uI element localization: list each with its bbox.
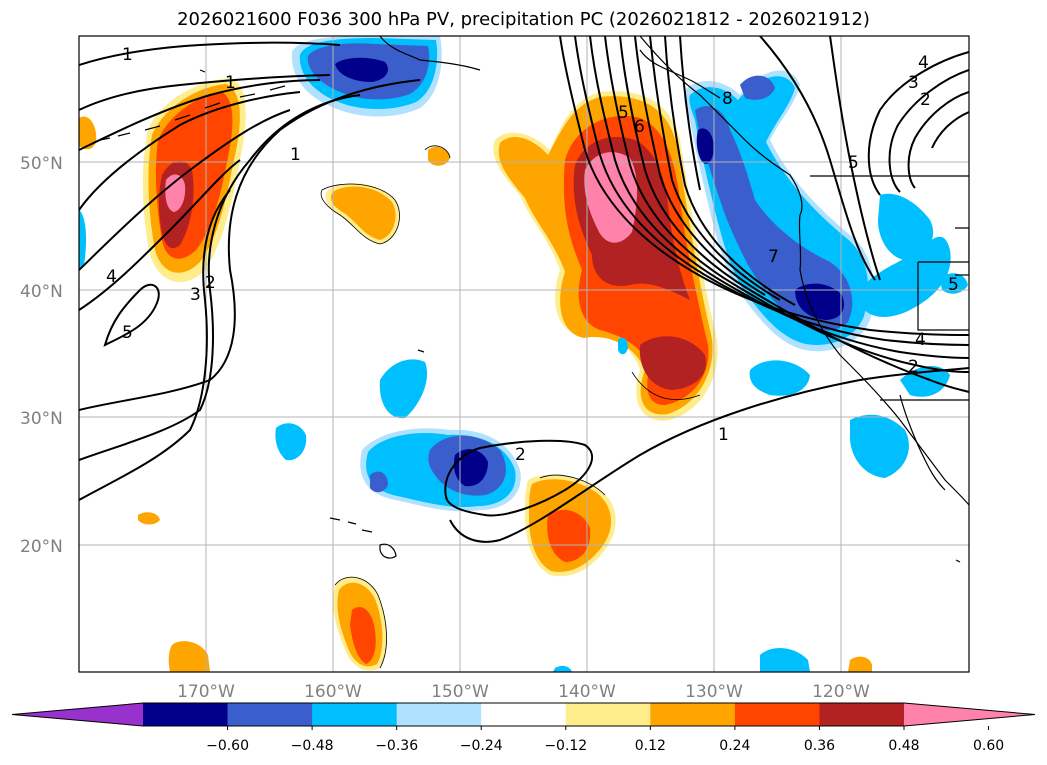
contour-labels: 1 1 1 1 2 2 2 2 3 3 4 4 4 5 5 5 5 6 7 8 xyxy=(106,45,959,465)
contour-label: 2 xyxy=(515,445,526,465)
colorbar-tick-label: 0.48 xyxy=(888,738,919,754)
graticule xyxy=(79,36,969,672)
contour-label: 4 xyxy=(918,53,929,73)
colorbar-segment xyxy=(650,703,736,726)
contour-label: 1 xyxy=(122,45,133,65)
lon-label: 150°W xyxy=(431,682,489,702)
lon-label: 170°W xyxy=(177,682,235,702)
contour-label: 1 xyxy=(718,425,729,445)
colorbar-segment xyxy=(396,703,482,726)
colorbar-tick-label: −0.12 xyxy=(544,738,587,754)
colorbar-tick-label: −0.24 xyxy=(460,738,503,754)
contour-label: 2 xyxy=(920,90,931,110)
contour-label: 5 xyxy=(848,153,859,173)
contour-label: 5 xyxy=(122,323,133,343)
coastlines xyxy=(99,36,969,563)
colorbar-segment xyxy=(12,703,143,726)
colorbar-tick-label: 0.24 xyxy=(719,738,750,754)
contour-label: 6 xyxy=(634,117,645,137)
colorbar-segment xyxy=(904,703,1035,726)
lat-label: 50°N xyxy=(20,154,63,174)
latitude-labels: 50°N 40°N 30°N 20°N xyxy=(20,154,63,557)
shading-outlines xyxy=(320,145,701,669)
colorbar-segment xyxy=(819,703,905,726)
colorbar-segment xyxy=(565,703,651,726)
map-title: 2026021600 F036 300 hPa PV, precipitatio… xyxy=(177,9,870,30)
lat-label: 40°N xyxy=(20,282,63,302)
colorbar-tick-label: 0.12 xyxy=(635,738,666,754)
colorbar-segment xyxy=(481,703,567,726)
colorbar-tick-label: 0.36 xyxy=(804,738,835,754)
contour-label: 4 xyxy=(915,330,926,350)
longitude-labels: 170°W 160°W 150°W 140°W 130°W 120°W xyxy=(177,682,870,702)
contour-label: 1 xyxy=(225,73,236,93)
contour-label: 8 xyxy=(722,89,733,109)
plot-frame xyxy=(78,35,970,673)
lat-label: 30°N xyxy=(20,409,63,429)
colorbar-outline xyxy=(11,702,1036,727)
lat-label: 20°N xyxy=(20,537,63,557)
colorbar-tick-label: −0.48 xyxy=(291,738,334,754)
colorbar-segment xyxy=(312,703,398,726)
lon-label: 120°W xyxy=(812,682,870,702)
colorbar-tick-label: −0.60 xyxy=(206,738,249,754)
contour-label: 3 xyxy=(190,285,201,305)
contour-label: 3 xyxy=(908,73,919,93)
contour-label: 1 xyxy=(290,145,301,165)
contour-label: 5 xyxy=(948,275,959,295)
colorbar-segment xyxy=(143,703,229,726)
contour-label: 4 xyxy=(106,267,117,287)
lon-label: 130°W xyxy=(685,682,743,702)
lon-label: 160°W xyxy=(304,682,362,702)
contour-label: 2 xyxy=(205,273,216,293)
colorbar xyxy=(11,702,1036,730)
colorbar-labels: −0.60 −0.48 −0.36 −0.24 −0.12 0.12 0.24 0.36 0.4… xyxy=(206,738,1004,754)
contour-label: 5 xyxy=(618,103,629,123)
shaded-precipitation-field xyxy=(79,36,968,672)
contour-label: 2 xyxy=(908,357,919,377)
pv-contours xyxy=(79,36,969,543)
colorbar-tick-label: 0.60 xyxy=(973,738,1004,754)
lon-label: 140°W xyxy=(558,682,616,702)
colorbar-segment xyxy=(734,703,820,726)
colorbar-tick-label: −0.36 xyxy=(375,738,418,754)
contour-label: 7 xyxy=(768,247,779,267)
colorbar-segment xyxy=(227,703,313,726)
